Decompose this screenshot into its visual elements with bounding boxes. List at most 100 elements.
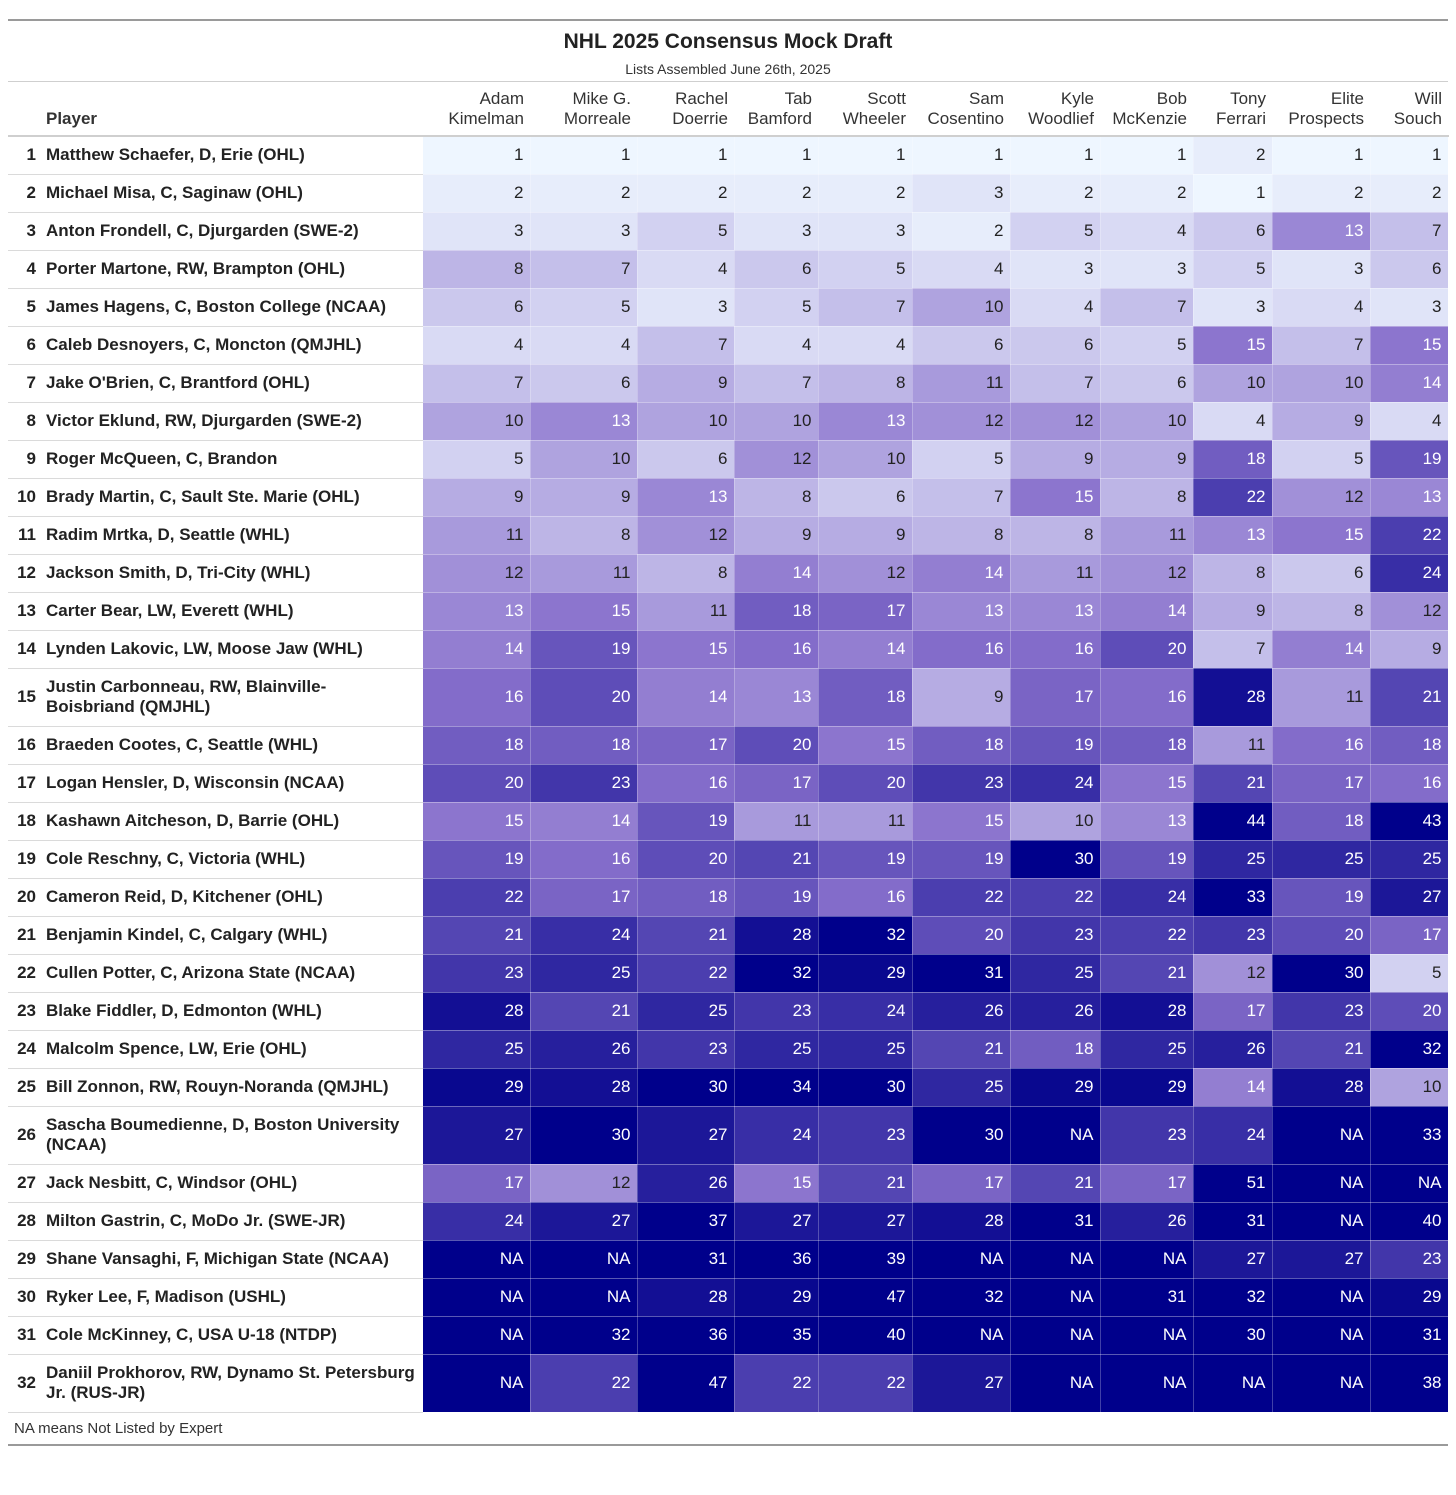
heatmap-cell: 14 <box>1193 1068 1273 1107</box>
heatmap-cell: 11 <box>1100 516 1194 555</box>
heatmap-cell: 30 <box>637 1068 735 1107</box>
heatmap-cell: 5 <box>912 440 1011 479</box>
header-rule <box>8 81 1448 82</box>
heatmap-cell: 19 <box>912 840 1011 879</box>
heatmap-cell: 28 <box>530 1068 638 1107</box>
heatmap-cell: 2 <box>637 174 735 213</box>
heatmap-cell: 18 <box>530 726 638 765</box>
heatmap-cell: 5 <box>637 212 735 251</box>
table-row: 24 Malcolm Spence, LW, Erie (OHL) 25 26 23 25… <box>8 1030 1449 1069</box>
heatmap-cell: 26 <box>1100 1202 1194 1241</box>
heatmap-cell: NA <box>1193 1354 1273 1413</box>
rank-cell: 21 <box>8 916 46 955</box>
heatmap-table: Player Adam Kimelman Mike G. Morreale Rachel D… <box>8 82 1449 1413</box>
table-row: 1 Matthew Schaefer, D, Erie (OHL) 1 1 1 1 1 1 1 1… <box>8 136 1449 175</box>
heatmap-cell: NA <box>1100 1240 1194 1279</box>
player-cell: Logan Hensler, D, Wisconsin (NCAA) <box>46 764 423 803</box>
rank-cell: 30 <box>8 1278 46 1317</box>
heatmap-cell: 32 <box>818 916 913 955</box>
heatmap-cell: 17 <box>818 592 913 631</box>
heatmap-cell: 9 <box>1370 630 1449 669</box>
heatmap-cell: 32 <box>1193 1278 1273 1317</box>
heatmap-cell: 12 <box>1370 592 1449 631</box>
heatmap-cell: 12 <box>1193 954 1273 993</box>
heatmap-cell: 11 <box>912 364 1011 403</box>
player-cell: Justin Carbonneau, RW, Blainville-Boisbr… <box>46 668 423 727</box>
rank-cell: 23 <box>8 992 46 1031</box>
expert-name-line: Elite <box>1330 89 1364 108</box>
heatmap-cell: 7 <box>1370 212 1449 251</box>
heatmap-cell: 26 <box>1193 1030 1273 1069</box>
heatmap-cell: 12 <box>637 516 735 555</box>
rank-cell: 9 <box>8 440 46 479</box>
heatmap-cell: NA <box>1272 1316 1371 1355</box>
heatmap-cell: 30 <box>1272 954 1371 993</box>
table-row: 30 Ryker Lee, F, Madison (USHL) NA NA 28 29 47… <box>8 1278 1449 1317</box>
heatmap-cell: NA <box>1010 1316 1101 1355</box>
rank-cell: 10 <box>8 478 46 517</box>
heatmap-cell: 10 <box>734 402 819 441</box>
heatmap-cell: 2 <box>734 174 819 213</box>
heatmap-cell: 20 <box>423 764 531 803</box>
heatmap-cell: 7 <box>818 288 913 327</box>
expert-header: Will Souch <box>1370 82 1448 136</box>
heatmap-cell: 27 <box>1193 1240 1273 1279</box>
heatmap-cell: 8 <box>637 554 735 593</box>
heatmap-cell: 3 <box>734 212 819 251</box>
heatmap-cell: 3 <box>818 212 913 251</box>
heatmap-cell: 24 <box>1010 764 1101 803</box>
expert-name-line: Will <box>1414 89 1442 108</box>
heatmap-cell: 12 <box>818 554 913 593</box>
heatmap-cell: 16 <box>818 878 913 917</box>
heatmap-cell: 19 <box>1272 878 1371 917</box>
heatmap-cell: 4 <box>637 250 735 289</box>
heatmap-cell: 30 <box>912 1106 1011 1165</box>
heatmap-cell: NA <box>1272 1106 1371 1165</box>
heatmap-cell: 31 <box>1370 1316 1449 1355</box>
heatmap-cell: 24 <box>818 992 913 1031</box>
heatmap-cell: 40 <box>818 1316 913 1355</box>
heatmap-cell: 20 <box>1100 630 1194 669</box>
expert-header: Kyle Woodlief <box>1010 82 1100 136</box>
heatmap-cell: 8 <box>1193 554 1273 593</box>
player-cell: Blake Fiddler, D, Edmonton (WHL) <box>46 992 423 1031</box>
rank-cell: 6 <box>8 326 46 365</box>
player-cell: Shane Vansaghi, F, Michigan State (NCAA) <box>46 1240 423 1279</box>
heatmap-cell: 28 <box>912 1202 1011 1241</box>
heatmap-cell: 14 <box>912 554 1011 593</box>
heatmap-cell: 8 <box>423 250 531 289</box>
heatmap-cell: 14 <box>530 802 638 841</box>
heatmap-cell: 23 <box>734 992 819 1031</box>
heatmap-cell: 21 <box>1010 1164 1101 1203</box>
heatmap-cell: 8 <box>1272 592 1371 631</box>
heatmap-cell: 24 <box>1100 878 1194 917</box>
heatmap-cell: 13 <box>530 402 638 441</box>
heatmap-cell: 14 <box>1370 364 1449 403</box>
rank-cell: 26 <box>8 1106 46 1165</box>
heatmap-cell: 7 <box>637 326 735 365</box>
expert-name-line: Mike G. <box>572 89 631 108</box>
heatmap-cell: 6 <box>1370 250 1449 289</box>
heatmap-cell: 3 <box>423 212 531 251</box>
heatmap-cell: 31 <box>637 1240 735 1279</box>
expert-name-line: Wheeler <box>842 109 906 128</box>
chart-subtitle: Lists Assembled June 26th, 2025 <box>625 61 831 77</box>
heatmap-cell: 28 <box>1272 1068 1371 1107</box>
heatmap-cell: 9 <box>1010 440 1101 479</box>
expert-name-line: Rachel <box>675 89 728 108</box>
expert-header: Scott Wheeler <box>818 82 912 136</box>
table-row: 23 Blake Fiddler, D, Edmonton (WHL) 28 21 25… <box>8 992 1449 1031</box>
heatmap-cell: 23 <box>1100 1106 1194 1165</box>
heatmap-cell: 2 <box>530 174 638 213</box>
heatmap-cell: 36 <box>637 1316 735 1355</box>
heatmap-cell: 17 <box>1010 668 1101 727</box>
heatmap-cell: 25 <box>1100 1030 1194 1069</box>
player-cell: Lynden Lakovic, LW, Moose Jaw (WHL) <box>46 630 423 669</box>
player-cell: Matthew Schaefer, D, Erie (OHL) <box>46 136 423 175</box>
heatmap-cell: 17 <box>1370 916 1449 955</box>
heatmap-cell: 10 <box>1100 402 1194 441</box>
heatmap-cell: 9 <box>818 516 913 555</box>
heatmap-cell: 8 <box>818 364 913 403</box>
heatmap-cell: 12 <box>1272 478 1371 517</box>
heatmap-cell: 30 <box>1010 840 1101 879</box>
